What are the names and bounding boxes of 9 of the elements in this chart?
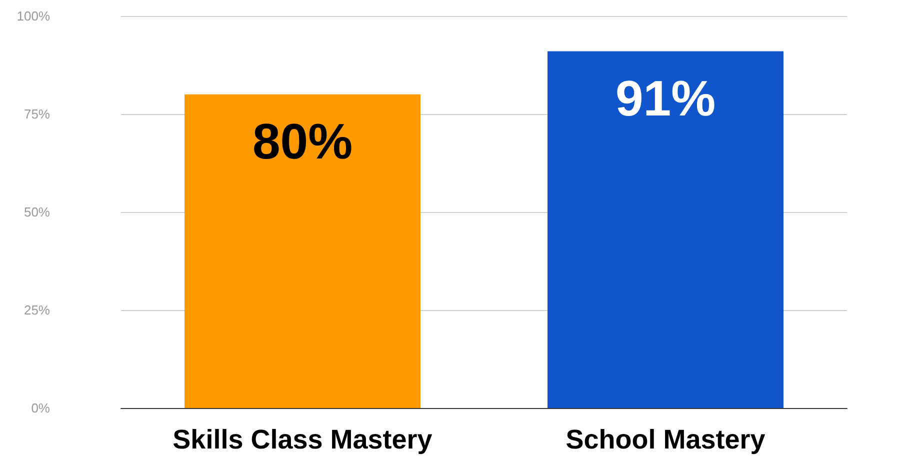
data-label: 91% <box>615 70 716 126</box>
y-tick-label: 100% <box>16 8 50 24</box>
y-tick-label: 25% <box>24 302 50 318</box>
x-tick-label: School Mastery <box>566 424 766 454</box>
y-tick-label: 50% <box>24 204 50 220</box>
data-label: 80% <box>252 113 353 170</box>
y-tick-label: 0% <box>31 400 50 416</box>
x-tick-label: Skills Class Mastery <box>172 424 432 454</box>
y-tick-label: 75% <box>24 106 50 122</box>
